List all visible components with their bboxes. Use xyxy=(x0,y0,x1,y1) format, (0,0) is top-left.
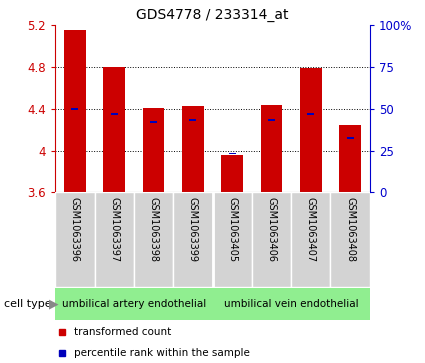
Bar xyxy=(110,113,118,115)
Text: cell type: cell type xyxy=(4,299,52,309)
Text: transformed count: transformed count xyxy=(74,327,171,337)
Text: GSM1063397: GSM1063397 xyxy=(109,197,119,262)
Bar xyxy=(182,106,204,192)
Title: GDS4778 / 233314_at: GDS4778 / 233314_at xyxy=(136,8,289,22)
Bar xyxy=(291,192,331,287)
Bar xyxy=(212,192,252,287)
Bar xyxy=(252,192,291,287)
Text: GSM1063407: GSM1063407 xyxy=(306,197,316,262)
Bar xyxy=(339,125,361,192)
Bar xyxy=(173,192,212,287)
Bar xyxy=(64,29,86,192)
Bar xyxy=(261,105,282,192)
Bar xyxy=(331,192,370,287)
Bar xyxy=(55,192,94,287)
Bar xyxy=(71,109,79,110)
Text: GSM1063408: GSM1063408 xyxy=(345,197,355,262)
Bar xyxy=(150,121,157,123)
Bar xyxy=(55,289,212,319)
Bar xyxy=(221,155,243,192)
Text: GSM1063398: GSM1063398 xyxy=(148,197,159,262)
Bar xyxy=(307,113,314,115)
Text: umbilical vein endothelial: umbilical vein endothelial xyxy=(224,299,358,309)
Text: GSM1063399: GSM1063399 xyxy=(188,197,198,262)
Bar xyxy=(229,152,236,154)
Text: ▶: ▶ xyxy=(49,298,59,310)
Bar xyxy=(134,192,173,287)
Text: GSM1063405: GSM1063405 xyxy=(227,197,237,262)
Bar xyxy=(143,108,164,192)
Text: percentile rank within the sample: percentile rank within the sample xyxy=(74,347,250,358)
Bar xyxy=(212,289,370,319)
Bar xyxy=(189,119,196,121)
Text: GSM1063396: GSM1063396 xyxy=(70,197,80,262)
Bar xyxy=(103,67,125,192)
Bar xyxy=(346,136,354,139)
Bar xyxy=(300,68,322,192)
Bar xyxy=(94,192,134,287)
Text: GSM1063406: GSM1063406 xyxy=(266,197,277,262)
Text: umbilical artery endothelial: umbilical artery endothelial xyxy=(62,299,206,309)
Bar xyxy=(268,119,275,121)
